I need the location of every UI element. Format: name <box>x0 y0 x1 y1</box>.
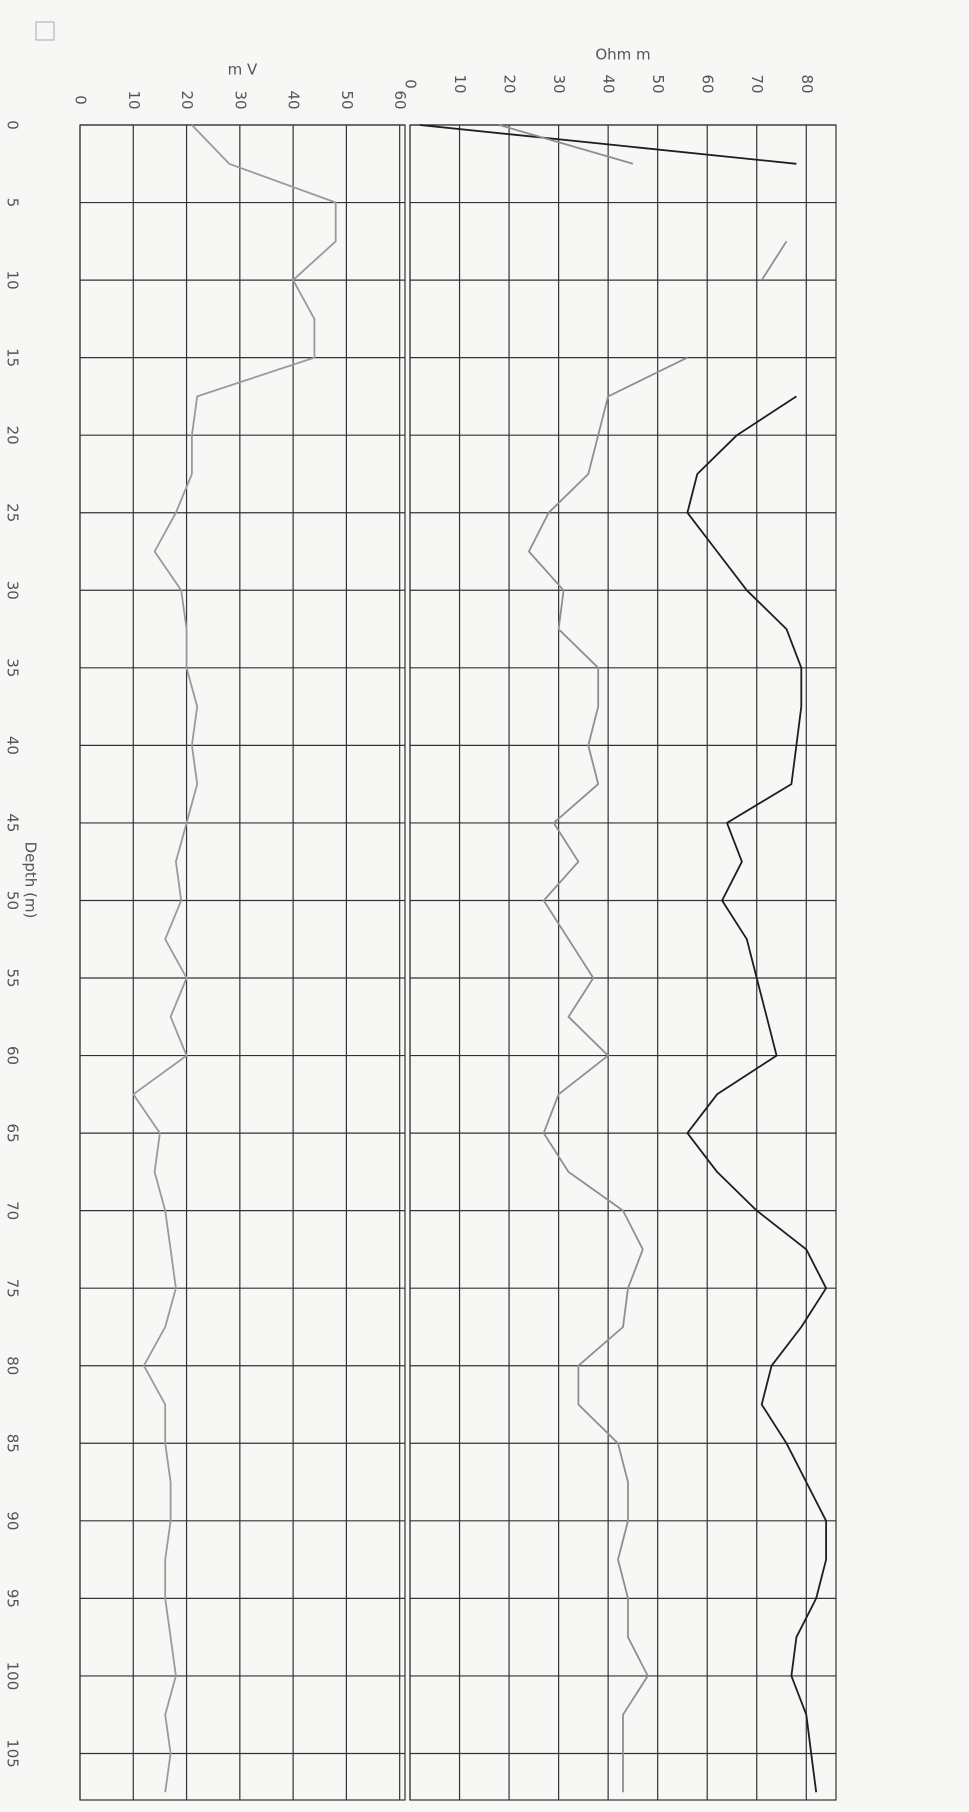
x-tick-label: 35 <box>4 658 22 677</box>
y-tick-label: 10 <box>451 74 469 93</box>
y-tick-label: 50 <box>649 74 667 93</box>
y-tick-label: 40 <box>285 90 303 109</box>
panel-frame <box>79 124 406 1801</box>
corner-box <box>35 21 55 41</box>
y-tick-label: 30 <box>231 90 249 109</box>
curve <box>419 124 827 1793</box>
x-tick-label: 45 <box>4 813 22 832</box>
x-tick-label: 40 <box>4 736 22 755</box>
y-axis-label: Ohm m <box>595 46 650 64</box>
y-tick-label: 50 <box>338 90 356 109</box>
x-tick-label: 25 <box>4 503 22 522</box>
x-tick-label: 65 <box>4 1124 22 1143</box>
x-tick-label: 95 <box>4 1589 22 1608</box>
y-tick-label: 30 <box>550 74 568 93</box>
x-tick-label: 10 <box>4 271 22 290</box>
y-tick-label: 80 <box>798 74 816 93</box>
x-tick-label: 30 <box>4 581 22 600</box>
x-tick-label: 85 <box>4 1434 22 1453</box>
x-tick-label: 80 <box>4 1356 22 1375</box>
x-tick-label: 20 <box>4 426 22 445</box>
y-tick-label: 70 <box>748 74 766 93</box>
y-tick-label: 0 <box>72 95 90 105</box>
panel-frame <box>409 124 837 1801</box>
x-tick-label: 90 <box>4 1511 22 1530</box>
curve <box>132 124 337 1793</box>
x-tick-label: 5 <box>4 198 22 208</box>
x-tick-label: 75 <box>4 1279 22 1298</box>
x-tick-label: 105 <box>4 1739 22 1768</box>
x-tick-label: 60 <box>4 1046 22 1065</box>
y-tick-label: 40 <box>600 74 618 93</box>
x-tick-label: 100 <box>4 1662 22 1691</box>
y-tick-label: 60 <box>391 90 409 109</box>
y-tick-label: 10 <box>125 90 143 109</box>
y-tick-label: 0 <box>402 79 420 89</box>
x-tick-label: 15 <box>4 348 22 367</box>
y-axis-label: m V <box>228 61 258 79</box>
x-tick-label: 0 <box>4 120 22 130</box>
x-tick-label: 70 <box>4 1201 22 1220</box>
y-tick-label: 20 <box>501 74 519 93</box>
curve <box>498 124 788 1793</box>
x-tick-label: 55 <box>4 968 22 987</box>
x-axis-label: Depth (m) <box>22 842 40 919</box>
y-tick-label: 20 <box>178 90 196 109</box>
x-tick-label: 50 <box>4 891 22 910</box>
y-tick-label: 60 <box>699 74 717 93</box>
